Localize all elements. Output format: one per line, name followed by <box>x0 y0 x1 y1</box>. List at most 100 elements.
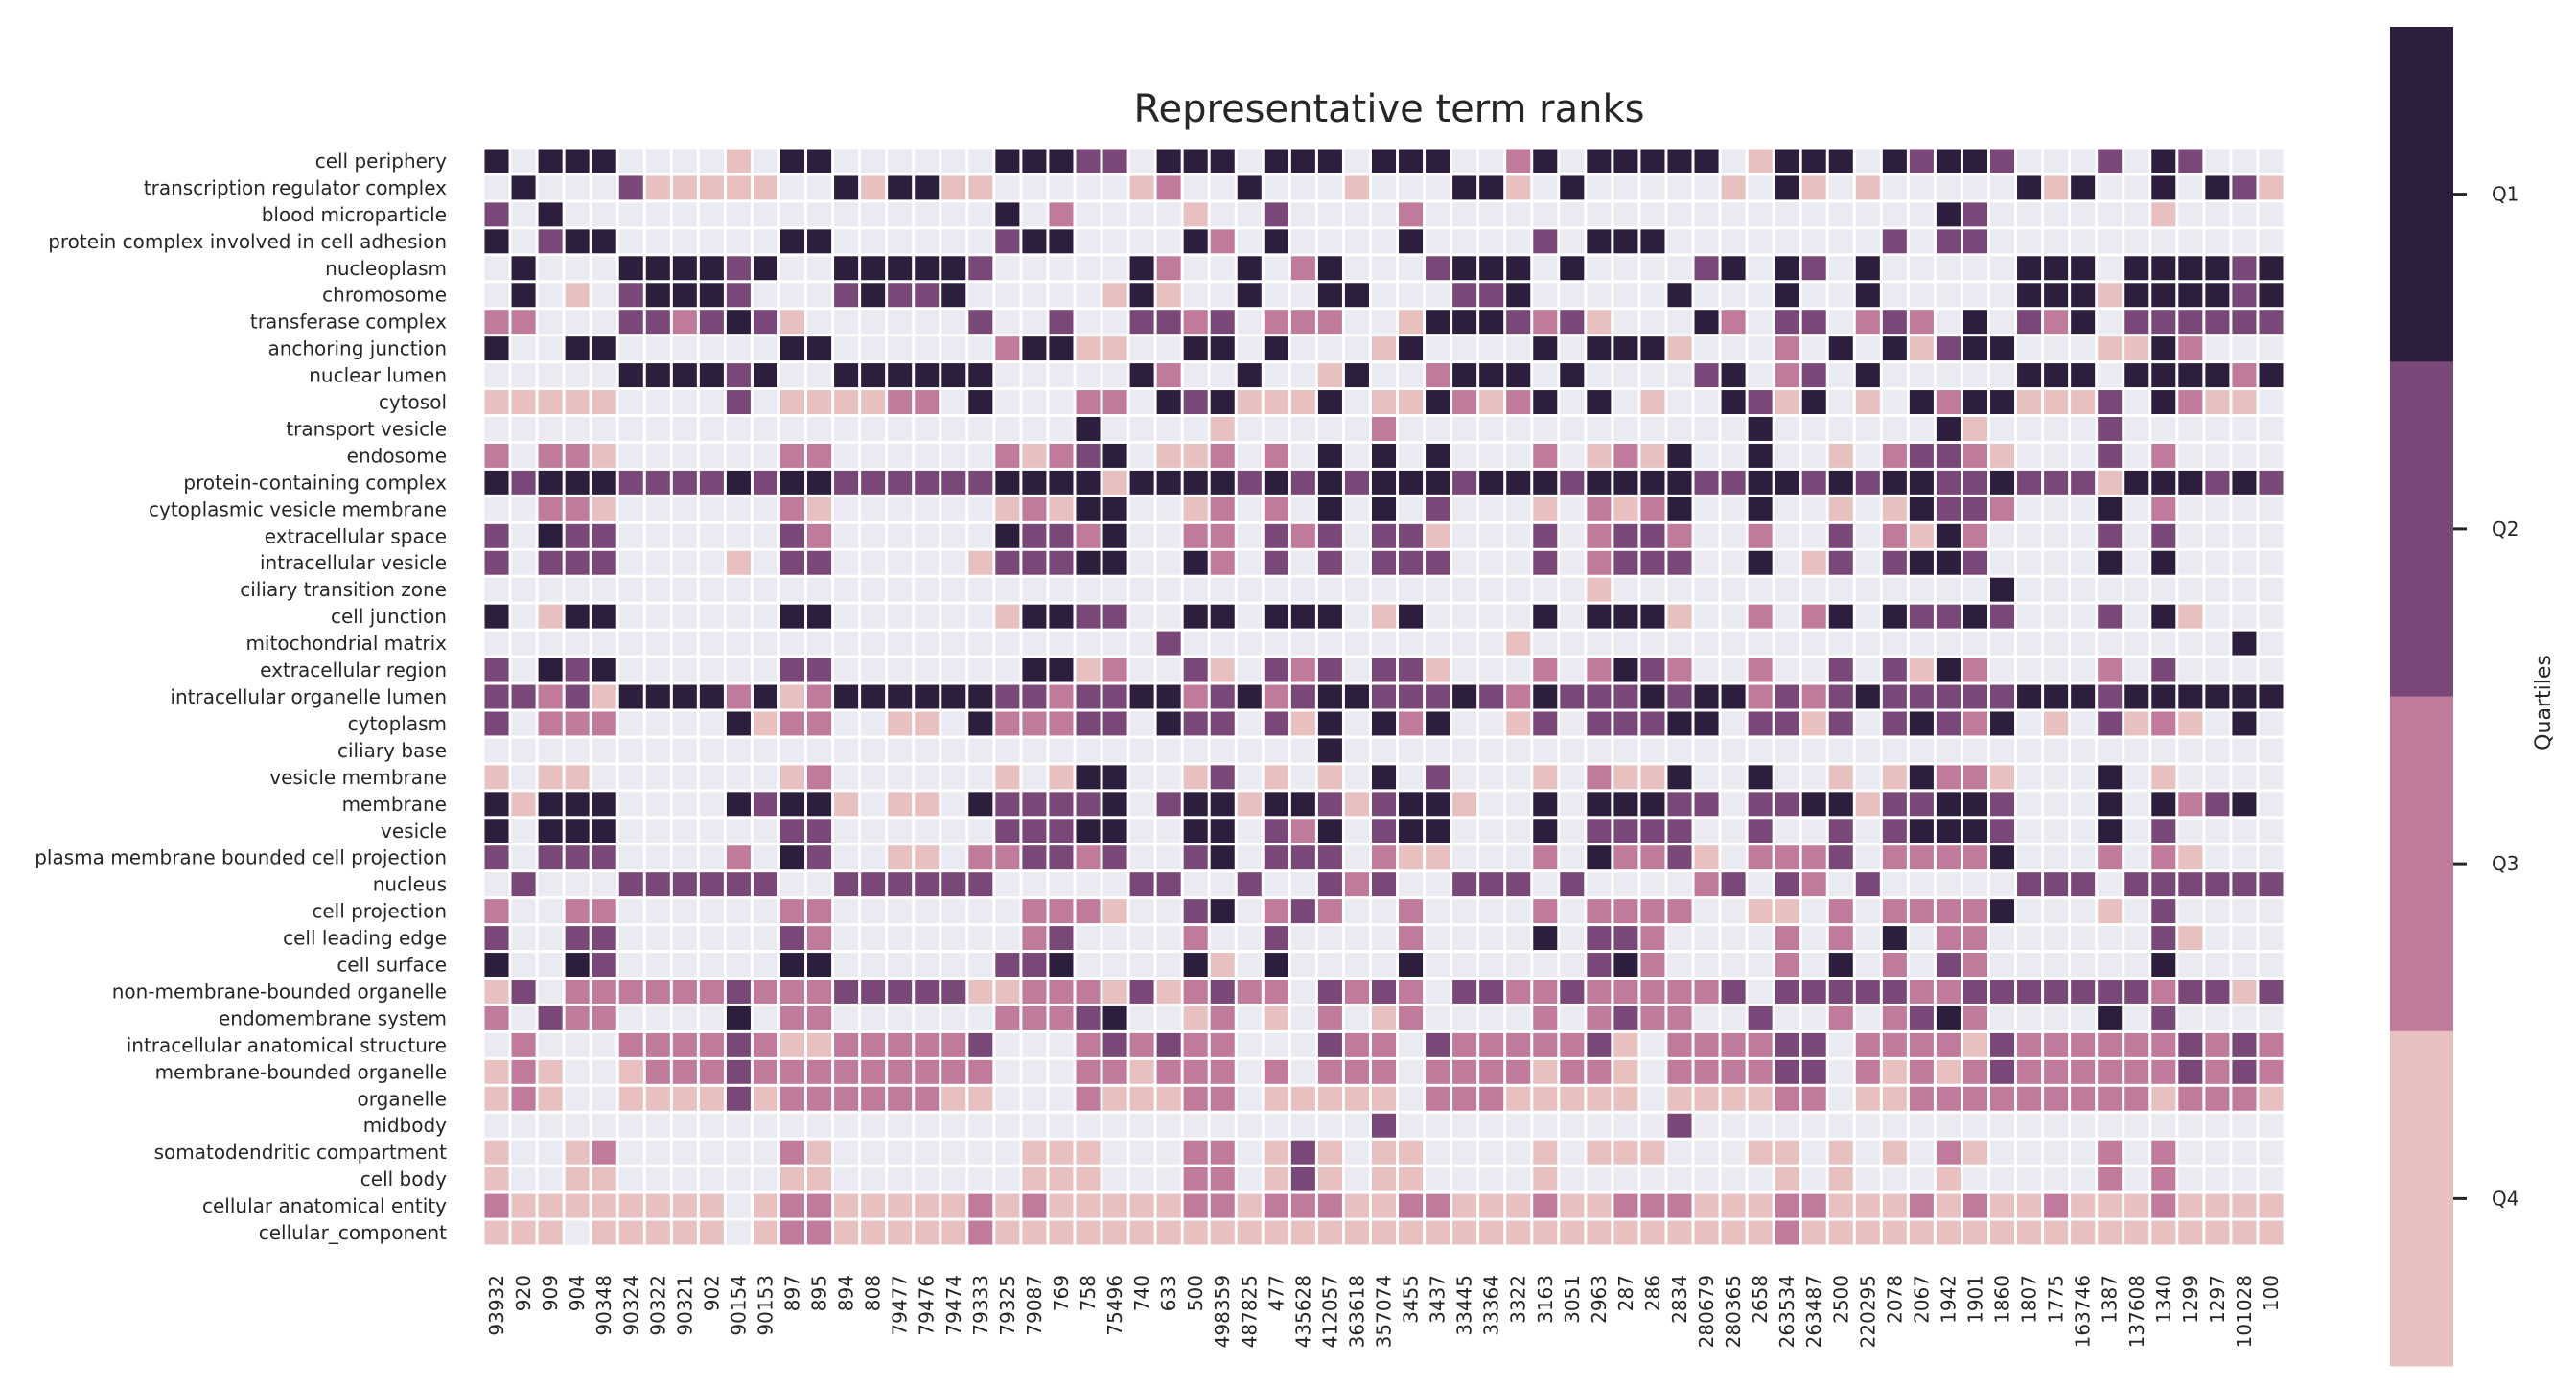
heatmap-cell <box>1129 631 1154 656</box>
heatmap-cell <box>484 497 509 521</box>
heatmap-cell <box>1667 1059 1692 1084</box>
heatmap-cell <box>995 1220 1020 1245</box>
heatmap-cell <box>779 417 805 441</box>
heatmap-cell <box>538 765 563 790</box>
heatmap-cell <box>1129 229 1154 254</box>
heatmap-cell <box>2071 845 2096 870</box>
heatmap-cell <box>726 497 751 521</box>
heatmap-cell <box>592 604 616 629</box>
heatmap-cell <box>1022 175 1047 200</box>
column-label: 90153 <box>754 1275 777 1336</box>
heatmap-cell <box>672 631 697 656</box>
heatmap-cell <box>968 899 993 924</box>
heatmap-cell <box>2124 899 2149 924</box>
heatmap-cell <box>2098 229 2123 254</box>
heatmap-cell <box>779 1059 805 1084</box>
heatmap-cell <box>1613 1167 1638 1191</box>
heatmap-cell <box>672 684 697 709</box>
colorbar-segment <box>2390 1030 2453 1367</box>
heatmap-cell <box>2071 1193 2096 1218</box>
heatmap-cell <box>2124 1167 2149 1191</box>
heatmap-cell <box>1855 631 1880 656</box>
heatmap-cell <box>2205 684 2230 709</box>
heatmap-cell <box>941 1032 966 1057</box>
heatmap-cell <box>1667 417 1692 441</box>
column-label: 263487 <box>1802 1275 1825 1348</box>
heatmap-cell <box>1775 792 1799 817</box>
heatmap-cell <box>1076 1167 1101 1191</box>
heatmap-cell <box>1828 1167 1853 1191</box>
heatmap-cell <box>2205 845 2230 870</box>
heatmap-cell <box>1102 604 1127 629</box>
heatmap-cell <box>1426 1059 1450 1084</box>
heatmap-cell <box>672 1167 697 1191</box>
heatmap-cell <box>1855 765 1880 790</box>
heatmap-cell <box>941 497 966 521</box>
heatmap-cell <box>1667 497 1692 521</box>
heatmap-cell <box>699 631 724 656</box>
heatmap-cell <box>1022 631 1047 656</box>
heatmap-cell <box>2151 711 2176 736</box>
heatmap-cell <box>1990 202 2015 227</box>
heatmap-cell <box>1344 497 1369 521</box>
heatmap-cell <box>1587 1032 1612 1057</box>
heatmap-cell <box>1426 604 1450 629</box>
heatmap-cell <box>2259 283 2284 308</box>
heatmap-cell <box>968 577 993 602</box>
heatmap-cell <box>1264 336 1288 361</box>
heatmap-cell <box>1210 550 1235 575</box>
heatmap-cell <box>1936 443 1961 468</box>
heatmap-cell <box>1049 470 1074 495</box>
heatmap-cell <box>1560 497 1585 521</box>
heatmap-cell <box>941 229 966 254</box>
heatmap-cell <box>1667 443 1692 468</box>
heatmap-cell <box>645 738 670 763</box>
heatmap-cell <box>1640 979 1665 1004</box>
heatmap-cell <box>941 953 966 977</box>
heatmap-cell <box>1775 926 1799 951</box>
heatmap-cell <box>1156 1059 1181 1084</box>
heatmap-cell <box>1962 202 1987 227</box>
heatmap-cell <box>618 1032 643 1057</box>
heatmap-cell <box>2044 738 2069 763</box>
heatmap-cell <box>1801 229 1826 254</box>
heatmap-cell <box>538 711 563 736</box>
heatmap-cell <box>2124 175 2149 200</box>
heatmap-cell <box>2017 1113 2042 1138</box>
heatmap-cell <box>2017 711 2042 736</box>
heatmap-cell <box>1990 310 2015 335</box>
heatmap-cell <box>1587 819 1612 843</box>
heatmap-cell <box>1183 604 1208 629</box>
heatmap-cell <box>1560 1005 1585 1030</box>
heatmap-cell <box>1210 765 1235 790</box>
heatmap-cell <box>672 497 697 521</box>
heatmap-cell <box>1801 283 1826 308</box>
heatmap-cell <box>968 1005 993 1030</box>
heatmap-cell <box>1102 470 1127 495</box>
heatmap-cell <box>1909 631 1934 656</box>
heatmap-cell <box>2017 229 2042 254</box>
column-label: 79476 <box>916 1275 939 1336</box>
heatmap-cell <box>2017 1086 2042 1111</box>
heatmap-cell <box>834 792 859 817</box>
heatmap-cell <box>699 819 724 843</box>
heatmap-cell <box>1399 577 1424 602</box>
heatmap-cell <box>1506 1086 1531 1111</box>
heatmap-cell <box>1640 1086 1665 1111</box>
heatmap-cell <box>1721 550 1746 575</box>
heatmap-cell <box>484 149 509 173</box>
heatmap-cell <box>1990 390 2015 415</box>
heatmap-cell <box>1613 470 1638 495</box>
heatmap-cell <box>1317 979 1342 1004</box>
heatmap-cell <box>1909 470 1934 495</box>
heatmap-cell <box>1183 1032 1208 1057</box>
heatmap-cell <box>1317 470 1342 495</box>
heatmap-cell <box>1022 256 1047 281</box>
heatmap-cell <box>1721 523 1746 548</box>
heatmap-cell <box>915 899 940 924</box>
heatmap-cell <box>2259 604 2284 629</box>
heatmap-cell <box>1855 604 1880 629</box>
heatmap-cell <box>1102 979 1127 1004</box>
heatmap-cell <box>1237 1032 1262 1057</box>
heatmap-cell <box>1183 149 1208 173</box>
